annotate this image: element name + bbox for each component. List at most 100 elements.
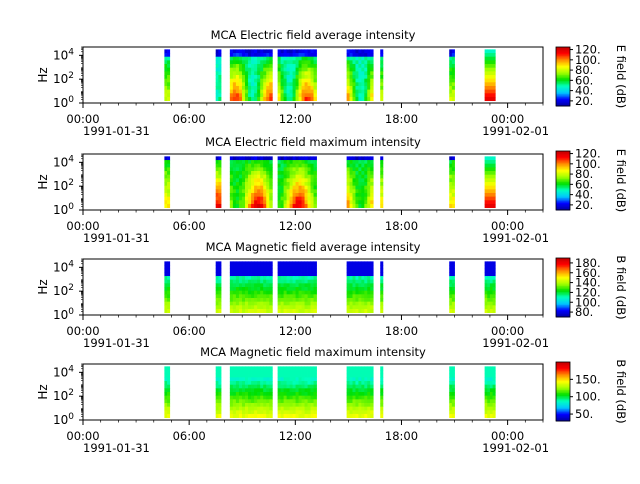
- heatmap-cell: [257, 370, 261, 375]
- heatmap-cell: [167, 283, 171, 288]
- heatmap-cell: [289, 373, 293, 378]
- heatmap-cell: [218, 167, 222, 172]
- heatmap-cell: [283, 301, 287, 306]
- heatmap-cell: [367, 203, 371, 209]
- heatmap-cell: [167, 163, 171, 168]
- heatmap-cell: [263, 67, 267, 72]
- heatmap-cell: [349, 276, 353, 281]
- heatmap-cell: [215, 366, 219, 371]
- heatmap-cell: [286, 388, 290, 393]
- heatmap-cell: [346, 392, 350, 397]
- heatmap-cell: [229, 192, 234, 198]
- colorbar-segment: [556, 95, 570, 98]
- heatmap-cell: [229, 203, 234, 209]
- y-tick-base: 10: [53, 389, 68, 403]
- heatmap-cell: [269, 203, 273, 209]
- heatmap-cell: [367, 370, 371, 375]
- heatmap-cell: [346, 53, 350, 58]
- heatmap-cell: [346, 196, 350, 201]
- heatmap-cell: [380, 370, 384, 375]
- heatmap-cell: [254, 163, 258, 168]
- heatmap-cell: [286, 203, 290, 209]
- colorbar-segment: [556, 303, 570, 306]
- colorbar-segment: [556, 314, 570, 317]
- heatmap-cell: [215, 388, 219, 393]
- heatmap-cell: [238, 163, 243, 168]
- heatmap-cell: [260, 71, 264, 76]
- heatmap-cell: [232, 301, 237, 306]
- data-band: [346, 366, 374, 419]
- colorbar-segment: [556, 76, 570, 79]
- heatmap-cell: [346, 265, 350, 270]
- heatmap-cell: [280, 268, 284, 273]
- x-tick-label: 00:00: [491, 112, 524, 126]
- heatmap-cell: [280, 185, 284, 190]
- heatmap-cell: [449, 189, 453, 194]
- heatmap-cell: [380, 163, 384, 168]
- heatmap-cell: [298, 279, 302, 284]
- heatmap-cell: [292, 287, 296, 292]
- heatmap-cell: [251, 272, 255, 277]
- heatmap-cell: [292, 89, 296, 94]
- heatmap-cell: [218, 297, 222, 303]
- heatmap-cell: [251, 377, 255, 382]
- heatmap-cell: [280, 410, 284, 415]
- heatmap-cell: [355, 200, 359, 205]
- heatmap-cell: [346, 171, 350, 176]
- heatmap-cell: [304, 377, 308, 382]
- heatmap-cell: [257, 410, 261, 415]
- heatmap-cell: [218, 402, 222, 408]
- heatmap-cell: [346, 377, 350, 382]
- heatmap-cell: [283, 75, 287, 80]
- heatmap-cell: [449, 178, 453, 183]
- heatmap-cell: [489, 89, 493, 94]
- heatmap-cell: [266, 413, 270, 419]
- heatmap-cell: [164, 305, 168, 310]
- heatmap-cell: [283, 308, 287, 314]
- heatmap-cell: [248, 160, 252, 165]
- heatmap-cell: [254, 200, 258, 205]
- heatmap-cell: [487, 272, 491, 277]
- heatmap-cell: [487, 200, 491, 205]
- heatmap-cell: [489, 305, 493, 310]
- heatmap-cell: [451, 392, 455, 397]
- heatmap-cell: [218, 67, 222, 72]
- heatmap-cell: [277, 156, 282, 161]
- heatmap-cell: [346, 174, 350, 179]
- heatmap-cell: [215, 294, 219, 299]
- heatmap-cell: [292, 82, 296, 87]
- heatmap-cell: [254, 189, 258, 194]
- heatmap-cell: [269, 96, 273, 102]
- heatmap-cell: [289, 305, 293, 310]
- heatmap-cell: [361, 56, 365, 61]
- heatmap-cell: [307, 71, 311, 76]
- heatmap-cell: [451, 71, 455, 76]
- heatmap-cell: [487, 279, 491, 284]
- heatmap-cell: [260, 49, 264, 54]
- heatmap-cell: [307, 279, 311, 284]
- heatmap-cell: [232, 67, 237, 72]
- heatmap-cell: [352, 279, 356, 284]
- heatmap-cell: [277, 160, 282, 165]
- heatmap-cell: [254, 399, 258, 404]
- heatmap-cell: [484, 272, 488, 277]
- data-band: [484, 49, 496, 102]
- colorbar-tick-label: 80.: [575, 167, 593, 181]
- heatmap-cell: [349, 308, 353, 314]
- heatmap-cell: [492, 78, 496, 83]
- heatmap-cell: [218, 160, 222, 165]
- heatmap-cell: [215, 203, 219, 209]
- heatmap-cell: [164, 71, 168, 76]
- heatmap-cell: [492, 410, 496, 415]
- heatmap-cell: [167, 82, 171, 87]
- heatmap-cell: [289, 272, 293, 277]
- heatmap-cell: [238, 75, 243, 80]
- heatmap-cell: [167, 174, 171, 179]
- heatmap-cell: [367, 265, 371, 270]
- colorbar-segment: [556, 362, 570, 364]
- heatmap-cell: [245, 89, 249, 94]
- colorbar-segment: [556, 167, 570, 170]
- heatmap-cell: [260, 276, 264, 281]
- heatmap-cell: [248, 82, 252, 87]
- heatmap-cell: [269, 402, 273, 408]
